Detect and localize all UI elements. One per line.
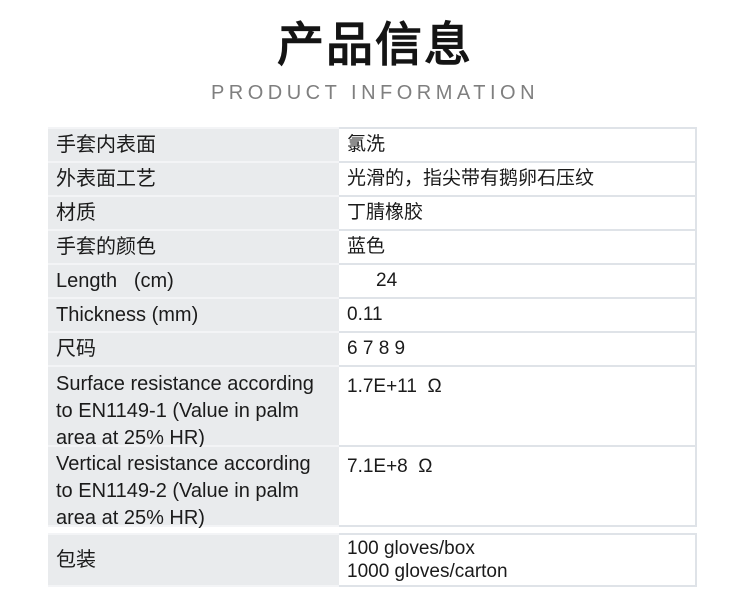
row-value: 7.1E+8 Ω bbox=[339, 447, 697, 527]
page-title: 产品信息 bbox=[277, 18, 473, 71]
table-row-inner-surface: 手套内表面 氯洗 bbox=[48, 127, 697, 163]
table-row-thickness: Thickness (mm) 0.11 bbox=[48, 299, 697, 333]
row-label: 手套内表面 bbox=[48, 127, 339, 163]
row-label: 材质 bbox=[48, 197, 339, 231]
row-value: 蓝色 bbox=[339, 231, 697, 265]
row-value: 24 bbox=[339, 265, 697, 299]
table-row-outer-surface: 外表面工艺 光滑的，指尖带有鹅卵石压纹 bbox=[48, 163, 697, 197]
table-row-packaging: 包装 100 gloves/box 1000 gloves/carton bbox=[48, 533, 697, 587]
row-label: Length (cm) bbox=[48, 265, 339, 299]
page-subtitle: PRODUCT INFORMATION bbox=[210, 82, 540, 104]
row-value: 100 gloves/box 1000 gloves/carton bbox=[339, 533, 697, 587]
row-label: 外表面工艺 bbox=[48, 163, 339, 197]
table-row-size: 尺码 6 7 8 9 bbox=[48, 333, 697, 367]
row-value: 0.11 bbox=[339, 299, 697, 333]
row-value: 1.7E+11 Ω bbox=[339, 367, 697, 447]
row-value: 光滑的，指尖带有鹅卵石压纹 bbox=[339, 163, 697, 197]
header: 产品信息 PRODUCT INFORMATION bbox=[0, 0, 750, 105]
row-label: Vertical resistance according to EN1149-… bbox=[48, 447, 339, 529]
table-row-length: Length (cm) 24 bbox=[48, 265, 697, 299]
row-value: 6 7 8 9 bbox=[339, 333, 697, 367]
table-row-surface-resistance: Surface resistance according to EN1149-1… bbox=[48, 367, 697, 449]
row-label: Surface resistance according to EN1149-1… bbox=[48, 367, 339, 449]
row-value: 氯洗 bbox=[339, 127, 697, 163]
table-row-color: 手套的颜色 蓝色 bbox=[48, 231, 697, 265]
table-row-vertical-resistance: Vertical resistance according to EN1149-… bbox=[48, 447, 697, 529]
table-row-material: 材质 丁腈橡胶 bbox=[48, 197, 697, 231]
row-label: 尺码 bbox=[48, 333, 339, 367]
row-value: 丁腈橡胶 bbox=[339, 197, 697, 231]
row-label: Thickness (mm) bbox=[48, 299, 339, 333]
product-spec-table: 手套内表面 氯洗 外表面工艺 光滑的，指尖带有鹅卵石压纹 材质 丁腈橡胶 手套的… bbox=[48, 127, 697, 587]
row-label: 包装 bbox=[48, 533, 339, 587]
row-label: 手套的颜色 bbox=[48, 231, 339, 265]
